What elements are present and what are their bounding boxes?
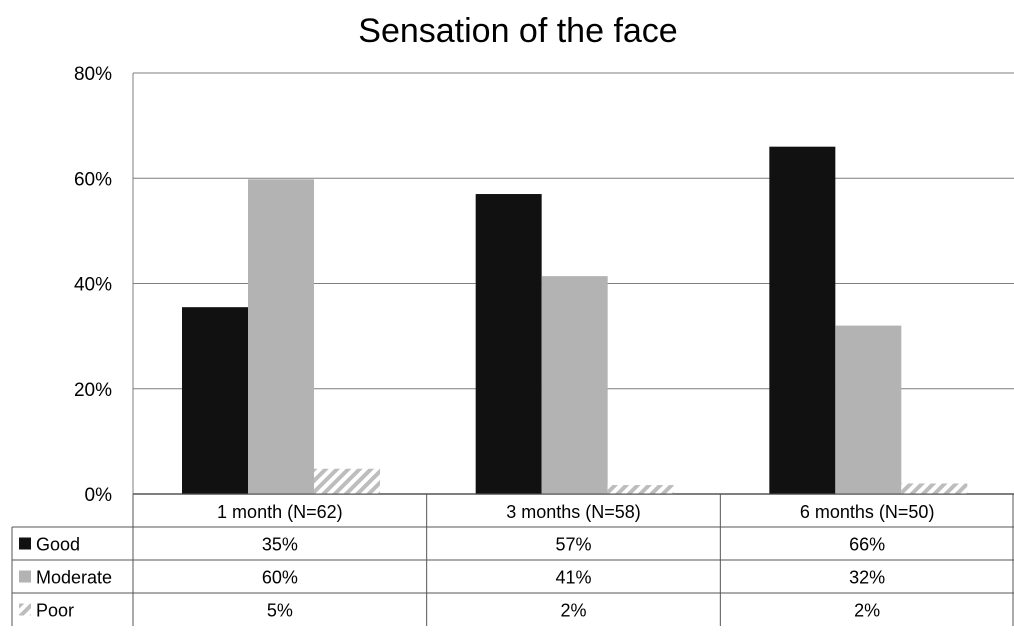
category-label: 3 months (N=58) xyxy=(506,502,641,522)
y-tick-label: 60% xyxy=(74,169,112,190)
y-tick-label: 40% xyxy=(74,275,112,296)
y-axis: 0% 20% 40% 60% 80% xyxy=(74,64,134,506)
data-label: 5% xyxy=(267,601,293,621)
bar-moderate xyxy=(835,325,902,494)
chart-title: Sensation of the face xyxy=(358,12,677,50)
bar-poor xyxy=(901,483,968,494)
bars xyxy=(182,146,968,495)
y-tick-label: 80% xyxy=(74,64,112,85)
data-label: 57% xyxy=(555,535,591,555)
legend-label: Moderate xyxy=(36,568,112,588)
legend-label: Poor xyxy=(36,601,74,621)
y-tick-label: 20% xyxy=(74,380,112,401)
data-label: 60% xyxy=(262,568,298,588)
category-label: 6 months (N=50) xyxy=(800,502,935,522)
data-label: 2% xyxy=(854,601,880,621)
y-tick-label: 0% xyxy=(85,485,113,506)
category-label: 1 month (N=62) xyxy=(217,502,343,522)
legend-label: Good xyxy=(36,535,80,555)
bar-good xyxy=(769,146,836,495)
legend-key-good xyxy=(19,537,31,550)
data-label: 2% xyxy=(560,601,586,621)
legend-key-moderate xyxy=(19,570,31,583)
bar-moderate xyxy=(248,179,314,495)
data-table: 1 month (N=62) 3 months (N=58) 6 months (N… xyxy=(11,493,1014,626)
data-label: 35% xyxy=(262,535,298,555)
data-label: 32% xyxy=(849,568,885,588)
bar-moderate xyxy=(541,276,608,494)
bar-poor xyxy=(607,485,674,494)
data-label: 66% xyxy=(849,535,885,555)
bar-good xyxy=(475,194,542,494)
bar-poor xyxy=(314,468,380,494)
data-label: 41% xyxy=(555,568,591,588)
bar-good xyxy=(182,307,248,494)
legend-key-poor xyxy=(19,603,31,616)
